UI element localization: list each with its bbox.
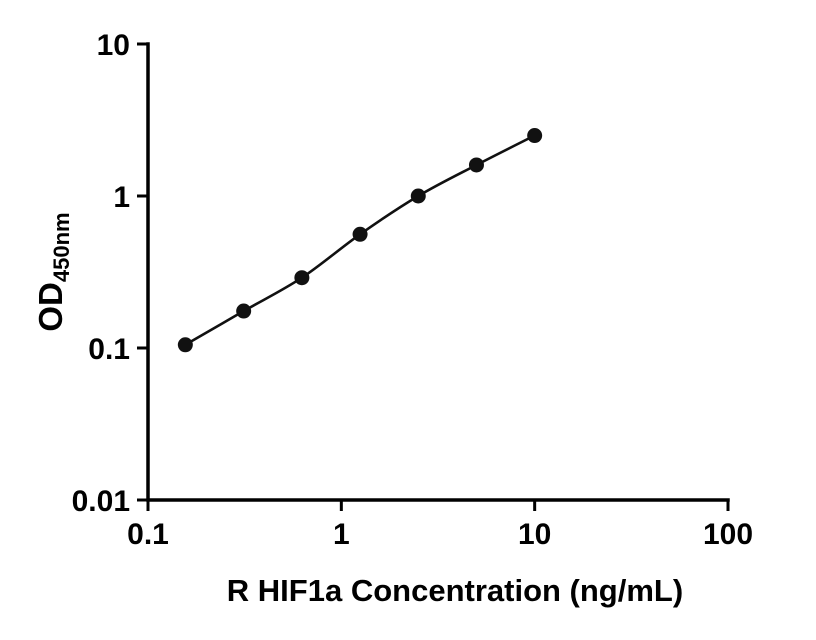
y-axis-title-subscript: 450nm bbox=[49, 212, 74, 282]
y-tick-label: 0.1 bbox=[88, 333, 130, 366]
x-tick-label: 10 bbox=[518, 518, 551, 551]
x-tick-label: 1 bbox=[333, 518, 350, 551]
y-axis-title: OD450nm bbox=[32, 212, 74, 331]
chart-series bbox=[177, 128, 543, 353]
x-tick-label: 0.1 bbox=[127, 518, 169, 551]
axis-lines bbox=[146, 42, 730, 502]
data-point bbox=[468, 157, 484, 173]
x-axis-title: R HIF1a Concentration (ng/mL) bbox=[227, 573, 683, 608]
y-axis-title-main: OD bbox=[32, 282, 69, 332]
data-point bbox=[177, 337, 193, 353]
y-tick-label: 0.01 bbox=[72, 485, 130, 518]
x-tick-label: 100 bbox=[703, 518, 753, 551]
y-tick-label: 1 bbox=[113, 181, 130, 214]
data-point bbox=[236, 303, 252, 319]
data-point bbox=[294, 270, 310, 286]
data-point bbox=[527, 128, 543, 144]
y-tick-label: 10 bbox=[97, 29, 130, 62]
data-point bbox=[352, 226, 368, 242]
data-point bbox=[410, 188, 426, 204]
